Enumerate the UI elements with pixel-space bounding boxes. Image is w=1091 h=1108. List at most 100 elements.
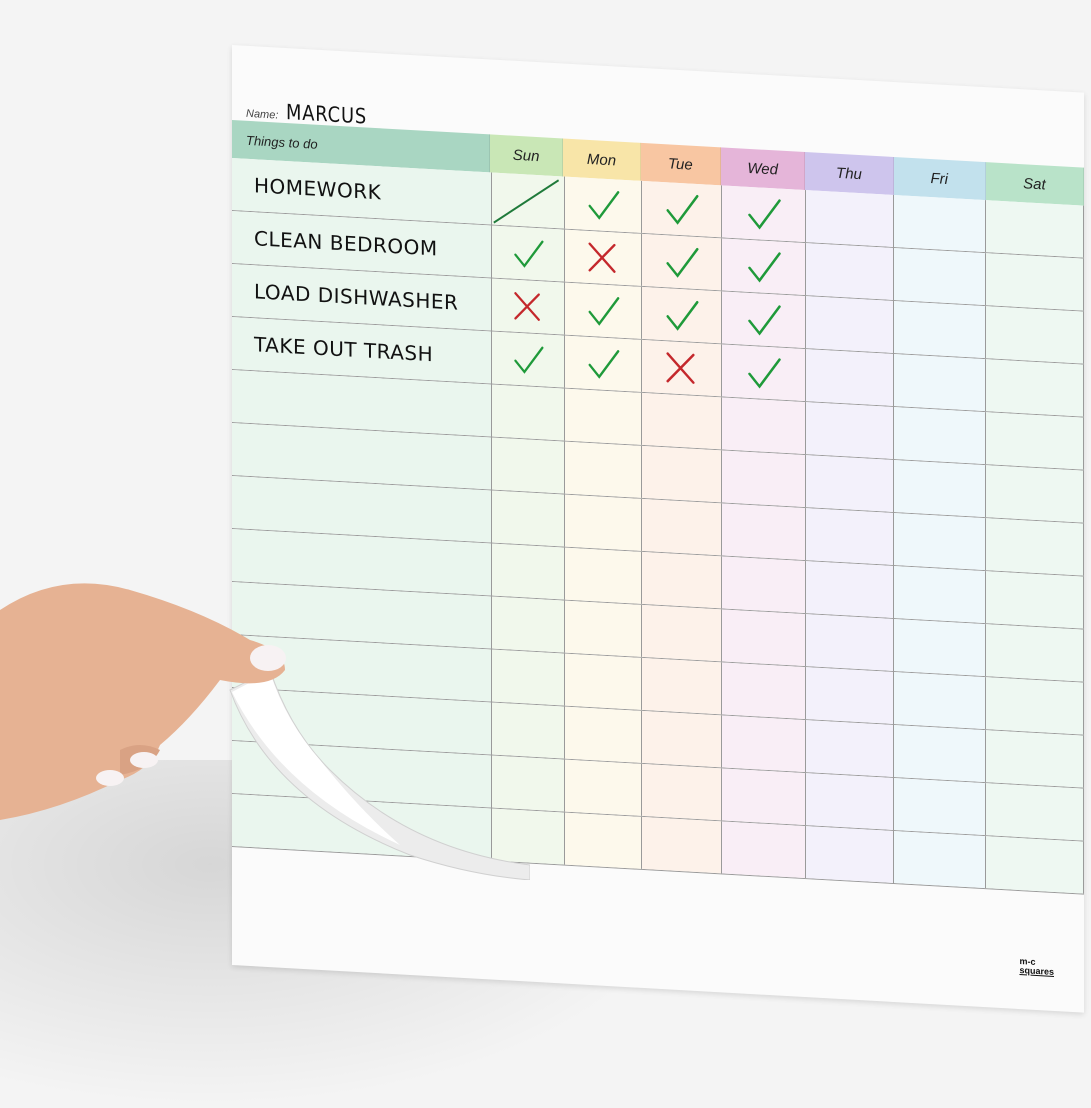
check-mark (748, 199, 781, 230)
peeling-corner (229, 669, 530, 880)
day-header-wed: Wed (721, 147, 806, 191)
check-mark (588, 297, 620, 326)
day-cell (722, 556, 806, 614)
day-cell (986, 253, 1084, 311)
day-cell (565, 388, 642, 445)
day-cell (722, 503, 806, 561)
day-cell (492, 172, 565, 229)
day-cell (722, 344, 806, 402)
day-cell (492, 278, 565, 335)
fingernail (96, 770, 124, 786)
day-cell (492, 331, 565, 388)
day-cell (894, 248, 986, 306)
day-cell (565, 812, 642, 869)
day-cell (642, 392, 722, 450)
day-cell (894, 460, 986, 518)
day-cell (565, 229, 642, 286)
day-cell (642, 604, 722, 662)
day-cell (806, 667, 894, 725)
day-cell (722, 715, 806, 773)
slash-mark (493, 179, 560, 224)
day-cell (722, 821, 806, 879)
day-cell (806, 508, 894, 566)
name-label: Name: (246, 107, 279, 122)
day-cell (986, 677, 1084, 735)
day-cell (806, 826, 894, 884)
day-cell (894, 725, 986, 783)
check-mark (666, 300, 699, 331)
day-cell (642, 657, 722, 715)
check-mark (514, 240, 544, 268)
day-cell (986, 783, 1084, 841)
day-cell (986, 359, 1084, 417)
day-cell (722, 397, 806, 455)
cross-mark (588, 242, 616, 273)
check-mark (514, 346, 544, 374)
day-cell (894, 672, 986, 730)
day-cell (565, 335, 642, 392)
check-mark (666, 194, 699, 225)
day-cell (986, 571, 1084, 629)
brand-logo: m-c squares (1019, 956, 1054, 977)
day-cell (492, 384, 565, 441)
day-cell (565, 600, 642, 657)
day-cell (894, 407, 986, 465)
day-cell (642, 233, 722, 291)
day-cell (565, 706, 642, 763)
day-cell (894, 301, 986, 359)
day-cell (986, 465, 1084, 523)
day-cell (806, 455, 894, 513)
day-cell (722, 662, 806, 720)
day-cell (642, 551, 722, 609)
task-row: HOMEWORK (232, 158, 1084, 259)
day-cell (806, 402, 894, 460)
day-cell (642, 498, 722, 556)
day-cell (894, 195, 986, 253)
day-cell (642, 763, 722, 821)
day-cell (722, 768, 806, 826)
day-cell (642, 710, 722, 768)
day-cell (642, 445, 722, 503)
cross-mark (666, 352, 695, 384)
day-cell (722, 238, 806, 296)
day-cell (894, 566, 986, 624)
day-cell (986, 836, 1084, 894)
day-cell (894, 513, 986, 571)
chore-chart-board: Name: MARCUS Things to do Sun Mon Tue Wed Th… (232, 45, 1085, 1013)
check-mark (748, 305, 781, 336)
day-header-tue: Tue (640, 142, 722, 186)
task-row: TAKE OUT TRASH (232, 317, 1084, 418)
day-cell (894, 619, 986, 677)
logo-line2: squares (1019, 965, 1054, 977)
task-row: LOAD DISHWASHER (232, 264, 1084, 365)
hand (0, 583, 286, 820)
day-cell (565, 176, 642, 233)
day-cell (492, 437, 565, 494)
day-cell (986, 200, 1084, 258)
task-row: CLEAN BEDROOM (232, 211, 1084, 312)
check-mark (748, 358, 781, 389)
day-header-thu: Thu (805, 152, 894, 195)
day-cell (986, 730, 1084, 788)
day-cell (986, 306, 1084, 364)
day-cell (806, 614, 894, 672)
day-cell (986, 412, 1084, 470)
day-cell (986, 624, 1084, 682)
day-cell (565, 653, 642, 710)
fingernail (250, 645, 286, 671)
day-header-sat: Sat (985, 162, 1085, 206)
check-mark (588, 350, 620, 379)
day-cell (722, 609, 806, 667)
day-cell (894, 354, 986, 412)
day-cell (722, 450, 806, 508)
check-mark (748, 252, 781, 283)
day-header-fri: Fri (893, 156, 986, 201)
day-cell (565, 759, 642, 816)
day-cell (894, 778, 986, 836)
day-cell (806, 720, 894, 778)
day-cell (565, 282, 642, 339)
day-cell (642, 180, 722, 238)
day-cell (565, 547, 642, 604)
fingernail (130, 752, 158, 768)
day-header-sun: Sun (489, 134, 564, 177)
